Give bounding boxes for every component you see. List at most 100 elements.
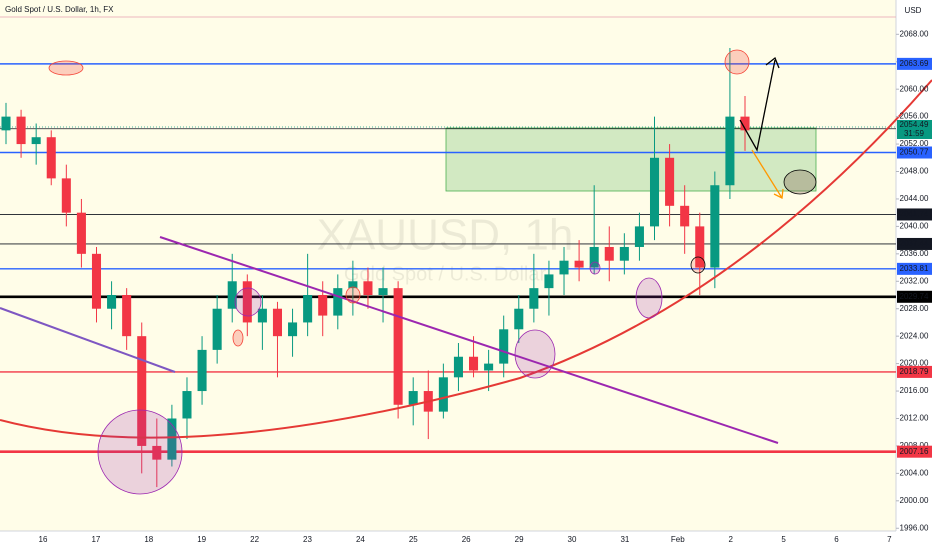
candle-body — [408, 391, 418, 405]
trendline — [0, 307, 176, 373]
watermark-subtitle: Gold Spot / U.S. Dollar — [344, 263, 547, 285]
candle-body — [484, 363, 494, 371]
candle-body — [197, 349, 207, 392]
x-tick-label: 23 — [303, 535, 312, 544]
last-price-bg — [897, 119, 932, 139]
y-tick-label: 2036.00 — [900, 249, 929, 258]
y-tick-label: 2004.00 — [900, 468, 929, 477]
candle-body — [619, 246, 629, 261]
candle-body — [152, 445, 162, 460]
ellipse — [589, 261, 601, 275]
x-tick-label: 22 — [250, 535, 259, 544]
y-tick-label: 2060.00 — [900, 84, 929, 93]
y-tick-label: 2008.00 — [900, 441, 929, 450]
candle-body — [212, 308, 222, 350]
drawings — [0, 49, 932, 495]
level-label-bg — [897, 146, 932, 159]
levels — [0, 63, 896, 453]
level-label-bg — [897, 290, 932, 303]
candle-body — [137, 336, 147, 446]
x-tick-label: 31 — [620, 535, 629, 544]
y-tick-label: 2000.00 — [900, 496, 929, 505]
candle-body — [740, 116, 750, 131]
level-label-bg — [897, 208, 932, 221]
candle-body — [257, 308, 267, 323]
y-tick-label: 2032.00 — [900, 276, 929, 285]
candle-body — [453, 356, 463, 378]
level-label-bg — [897, 262, 932, 275]
candle-body — [665, 157, 675, 206]
level-label-bg — [897, 237, 932, 250]
x-tick-label: 19 — [197, 535, 206, 544]
y-tick-label: 2024.00 — [900, 331, 929, 340]
level-label-bg — [897, 57, 932, 70]
candle-body — [363, 281, 373, 295]
axes: 1996.00 2000.00 2004.00 2008.00 2012.00 2016.… — [39, 29, 932, 544]
currency-label: USD — [905, 6, 922, 15]
ellipse — [97, 409, 183, 495]
arrow-head — [773, 188, 784, 199]
ellipse — [48, 60, 84, 76]
x-tick-label: 26 — [462, 535, 471, 544]
candle-body — [182, 391, 192, 419]
x-tick-label: 29 — [515, 535, 524, 544]
level-label: 2063.69 — [900, 59, 929, 68]
level-label: 2037.44 — [900, 239, 929, 248]
y-tick-label: 2016.00 — [900, 386, 929, 395]
plot-background — [0, 0, 896, 531]
y-tick-label: 2068.00 — [900, 29, 929, 38]
ellipse — [514, 329, 556, 379]
x-tick-label: 6 — [834, 535, 839, 544]
candle-body — [272, 308, 282, 337]
candle-body — [31, 137, 41, 145]
y-tick-label: 2048.00 — [900, 167, 929, 176]
candle-body — [288, 322, 298, 337]
x-tick-label: 24 — [356, 535, 365, 544]
x-tick-label: 5 — [781, 535, 786, 544]
candle-body — [438, 377, 448, 412]
candle-body — [76, 212, 86, 254]
x-tick-label: 18 — [144, 535, 153, 544]
level-label-bg — [897, 445, 932, 458]
candle-body — [303, 295, 313, 323]
candle-body — [122, 295, 132, 337]
arrow-head — [765, 56, 780, 69]
level-label: 2029.74 — [900, 292, 929, 301]
candle-body — [559, 260, 569, 275]
candle-body — [634, 226, 644, 247]
candle-body — [725, 116, 735, 186]
ellipse — [724, 49, 750, 75]
curve — [0, 79, 932, 439]
candles — [1, 48, 750, 488]
x-tick-label: 16 — [39, 535, 48, 544]
x-tick-label: 17 — [91, 535, 100, 544]
ellipse — [635, 277, 663, 319]
ellipse — [783, 169, 817, 195]
candle-body — [589, 246, 599, 268]
zone-rectangle — [445, 127, 817, 192]
watermark: XAUUSD, 1h — [317, 211, 574, 260]
candle-body — [499, 329, 509, 364]
level-label: 2041.74 — [900, 210, 929, 219]
candle-body — [318, 295, 328, 316]
candle-body — [710, 185, 720, 268]
trendline — [159, 236, 779, 444]
y-tick-label: 2020.00 — [900, 359, 929, 368]
y-tick-label: 2056.00 — [900, 112, 929, 121]
chart-title: Gold Spot / U.S. Dollar, 1h, FX — [5, 5, 114, 14]
candle-body — [469, 356, 479, 371]
ellipse — [690, 256, 706, 274]
y-tick-label: 2012.00 — [900, 414, 929, 423]
arrow — [751, 149, 783, 199]
x-tick-label: 7 — [887, 535, 892, 544]
candle-body — [107, 295, 117, 309]
candle-body — [242, 281, 252, 323]
y-tick-label: 2052.00 — [900, 139, 929, 148]
candle-body — [16, 116, 26, 145]
candle-body — [393, 288, 403, 405]
x-tick-label: 2 — [728, 535, 733, 544]
arrow — [739, 59, 776, 152]
last-price-label: 2054.49 — [900, 120, 929, 129]
candle-body — [227, 281, 237, 309]
